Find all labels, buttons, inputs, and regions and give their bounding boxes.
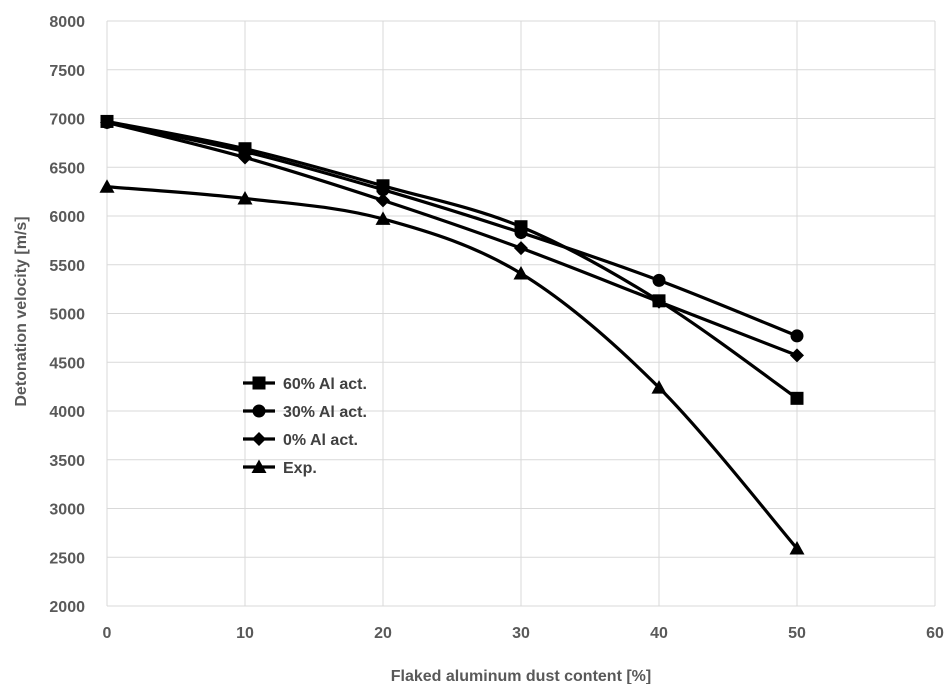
data-point-diamond: [100, 115, 114, 130]
x-tick-label: 40: [650, 625, 668, 642]
y-tick-label: 7000: [49, 112, 85, 129]
x-axis-title: Flaked aluminum dust content [%]: [391, 668, 651, 684]
legend-label: 30% Al act.: [283, 404, 367, 421]
series-line: [105, 119, 799, 400]
series-line: [105, 120, 799, 358]
y-tick-label: 2000: [49, 599, 85, 616]
data-point-triangle: [789, 540, 805, 555]
x-tick-label: 50: [788, 625, 806, 642]
y-tick-label: 6000: [49, 209, 85, 226]
y-tick-label: 4500: [49, 355, 85, 372]
y-axis-ticks: 2000 2500 3000 3500 4000 4500 5000 5500 6000 6500…: [49, 14, 85, 616]
data-point-diamond: [790, 348, 804, 363]
data-point-triangle: [651, 380, 667, 394]
legend-entry: 60% Al act.: [243, 376, 367, 393]
legend-entry: Exp.: [243, 459, 317, 477]
series-diamond: [100, 115, 804, 363]
data-point-triangle: [513, 266, 529, 280]
y-tick-label: 3000: [49, 502, 85, 519]
legend-label: 60% Al act.: [283, 376, 367, 393]
y-tick-label: 8000: [49, 14, 85, 31]
series-triangle: [99, 179, 805, 555]
legend-label: 0% Al act.: [283, 432, 358, 449]
series-line: [105, 120, 799, 338]
x-tick-label: 10: [236, 625, 254, 642]
y-tick-label: 2500: [49, 550, 85, 567]
x-tick-label: 30: [512, 625, 530, 642]
legend-entry: 0% Al act.: [243, 432, 358, 449]
data-point-square: [790, 391, 804, 405]
data-point-diamond: [514, 241, 528, 256]
y-tick-label: 6500: [49, 160, 85, 177]
x-axis-ticks: 0 10 20 30 40 50 60: [103, 625, 944, 642]
x-tick-label: 20: [374, 625, 392, 642]
legend-entry: 30% Al act.: [243, 404, 367, 421]
legend-marker-circle: [252, 404, 266, 418]
data-point-circle: [652, 273, 666, 287]
series-line: [105, 185, 799, 551]
legend-label: Exp.: [283, 460, 317, 477]
y-tick-label: 5500: [49, 258, 85, 275]
y-axis-title: Detonation velocity [m/s]: [13, 216, 30, 406]
legend-marker-square: [252, 376, 266, 390]
data-point-circle: [790, 329, 804, 343]
series-layer: [99, 114, 805, 555]
x-tick-label: 60: [926, 625, 944, 642]
series-circle: [100, 115, 804, 343]
data-point-circle: [376, 183, 390, 197]
series-square: [100, 114, 804, 405]
data-point-diamond: [652, 294, 666, 309]
data-point-triangle: [375, 211, 391, 225]
y-tick-label: 7500: [49, 63, 85, 80]
x-tick-label: 0: [103, 625, 112, 642]
data-point-triangle: [237, 190, 253, 205]
grid: [106, 20, 936, 607]
legend-marker-diamond: [252, 432, 266, 446]
data-point-diamond: [238, 150, 252, 165]
data-point-diamond: [376, 193, 390, 208]
y-tick-label: 5000: [49, 307, 85, 324]
y-tick-label: 3500: [49, 453, 85, 470]
data-point-circle: [514, 226, 528, 240]
data-point-triangle: [99, 179, 115, 193]
legend-marker-triangle: [251, 459, 267, 473]
y-tick-label: 4000: [49, 404, 85, 421]
legend: 60% Al act. 30% Al act. 0% Al act. Exp.: [243, 376, 367, 477]
